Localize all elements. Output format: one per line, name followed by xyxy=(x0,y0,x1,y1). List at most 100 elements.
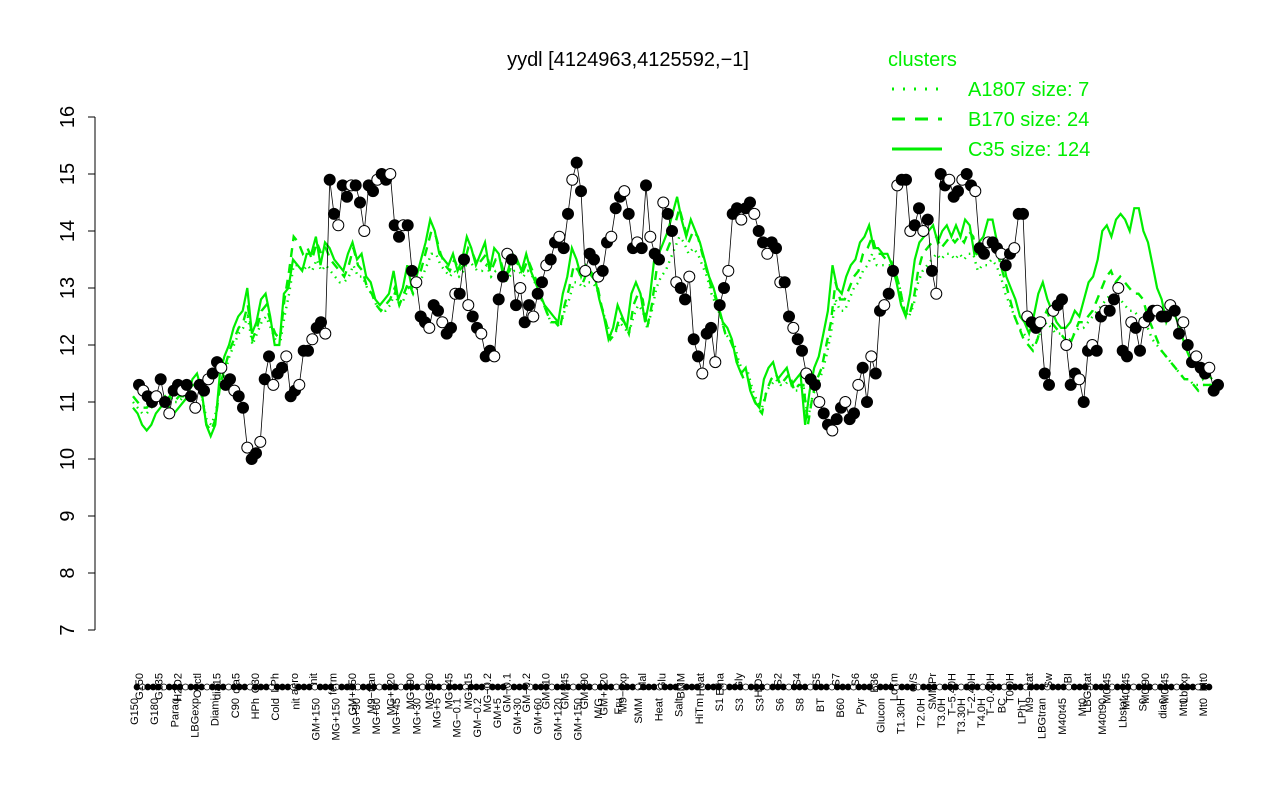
y-tick-label: 11 xyxy=(57,392,79,413)
x-tick-label-upper: BMM xyxy=(676,673,688,699)
legend-entry-label: A1807 size: 7 xyxy=(968,79,1089,101)
x-tick-label-lower: Pyr xyxy=(855,698,867,715)
x-tick-label-upper: dia5 xyxy=(231,673,243,694)
data-point xyxy=(943,173,956,186)
data-point xyxy=(618,185,631,198)
data-point xyxy=(232,390,245,403)
data-point xyxy=(163,407,176,420)
data-point xyxy=(657,196,670,209)
x-tick-label-lower: Diami xyxy=(210,698,222,726)
data-point xyxy=(1121,350,1133,363)
x-tick-label-lower: BT xyxy=(815,698,827,712)
series-line-dotted xyxy=(132,234,1212,428)
data-point xyxy=(466,310,479,323)
x-tick-label-upper: S4 xyxy=(792,673,804,686)
data-point xyxy=(917,225,930,237)
data-point xyxy=(687,333,700,346)
data-point xyxy=(453,287,466,300)
data-point xyxy=(531,287,544,300)
data-point xyxy=(748,207,761,220)
data-point xyxy=(250,447,262,460)
data-point xyxy=(1177,316,1190,329)
data-point xyxy=(527,310,540,323)
x-tick-label-lower: M/G xyxy=(593,698,605,719)
x-tick-label-lower: GM−0.2 xyxy=(472,698,484,737)
x-tick-label-upper: nit xyxy=(308,673,320,685)
data-point xyxy=(861,396,873,408)
data-point xyxy=(263,350,275,363)
x-tick-label-upper: M40t45 xyxy=(1121,673,1133,710)
data-point xyxy=(609,202,622,215)
x-tick-label-upper: MG+15 xyxy=(463,673,475,709)
data-point xyxy=(410,276,423,289)
x-tick-label-lower: T3.0H xyxy=(936,698,948,728)
data-point xyxy=(241,441,254,454)
x-tick-label-upper: GM+150 xyxy=(347,673,359,716)
x-tick-label-upper: GM+45 xyxy=(560,673,572,709)
data-point xyxy=(401,219,414,232)
data-point xyxy=(588,253,600,266)
data-point xyxy=(887,264,899,277)
data-point xyxy=(1203,361,1216,374)
y-tick-label: 8 xyxy=(57,567,79,578)
x-tick-label-upper: GM+90 xyxy=(579,673,591,709)
data-point xyxy=(696,367,709,380)
x-tick-label-lower: M40t45 xyxy=(1057,698,1069,735)
y-tick-label: 12 xyxy=(57,334,79,356)
data-point xyxy=(596,264,609,277)
data-point xyxy=(323,173,336,186)
data-point xyxy=(744,196,756,209)
x-tick-label-upper: Mt0 xyxy=(1198,673,1210,691)
x-tick-label-upper: Heat xyxy=(695,673,707,696)
legend: clusters A1807 size: 7 B170 size: 24 C35 s… xyxy=(888,49,1090,161)
data-point xyxy=(934,168,947,180)
data-point xyxy=(661,207,674,220)
data-point xyxy=(267,378,280,391)
data-point xyxy=(475,327,488,340)
data-point xyxy=(254,435,267,448)
x-tick-label-upper: S5 xyxy=(811,673,823,686)
data-point xyxy=(514,282,527,294)
data-point xyxy=(159,396,171,408)
data-point xyxy=(930,287,943,300)
data-point xyxy=(393,230,405,243)
x-tick-label-lower: Lbstat xyxy=(1117,698,1129,728)
y-tick-label: 15 xyxy=(57,163,79,185)
data-point xyxy=(770,242,782,255)
data-point xyxy=(436,316,449,329)
x-axis-labels: G150 G135 H2O2 Oxctl dia15 dia5 C30 LPh aero nit f… xyxy=(129,672,1210,740)
data-point xyxy=(826,424,839,437)
data-point xyxy=(839,396,852,408)
data-point xyxy=(817,407,830,420)
data-point xyxy=(644,230,657,243)
x-tick-label-lower: G180 xyxy=(149,698,161,725)
data-point xyxy=(570,156,583,169)
legend-entry-label: C35 size: 124 xyxy=(968,139,1090,161)
data-point xyxy=(1212,378,1224,391)
x-tick-label-lower: MG+150 xyxy=(331,698,343,741)
x-tick-label-lower: GM+5 xyxy=(492,698,504,728)
x-tick-label-upper: ferm xyxy=(328,673,340,695)
data-point xyxy=(978,247,990,260)
data-point xyxy=(189,401,202,414)
x-tick-label-lower: M40t90 xyxy=(1097,698,1109,735)
data-point xyxy=(358,225,371,237)
data-point xyxy=(315,316,327,329)
data-point xyxy=(406,264,418,277)
x-tick-label-upper: Lbexp xyxy=(1179,673,1191,703)
data-point xyxy=(848,407,860,420)
x-tick-label-lower: SMM xyxy=(633,698,645,724)
data-point xyxy=(354,196,366,209)
data-point xyxy=(280,350,293,363)
x-axis-ticks xyxy=(133,683,1213,691)
data-point xyxy=(713,299,726,312)
data-point xyxy=(319,327,332,340)
x-tick-label-upper: aero xyxy=(289,673,301,695)
x-tick-label-lower: Heat xyxy=(653,698,665,721)
x-tick-label-upper: GM−0.2 xyxy=(521,673,533,712)
data-point xyxy=(367,185,379,198)
data-point xyxy=(796,344,808,357)
x-tick-label-upper: M0t45 xyxy=(1101,673,1113,704)
x-tick-label-upper: M9−stat xyxy=(1024,673,1036,712)
data-point xyxy=(462,299,475,312)
